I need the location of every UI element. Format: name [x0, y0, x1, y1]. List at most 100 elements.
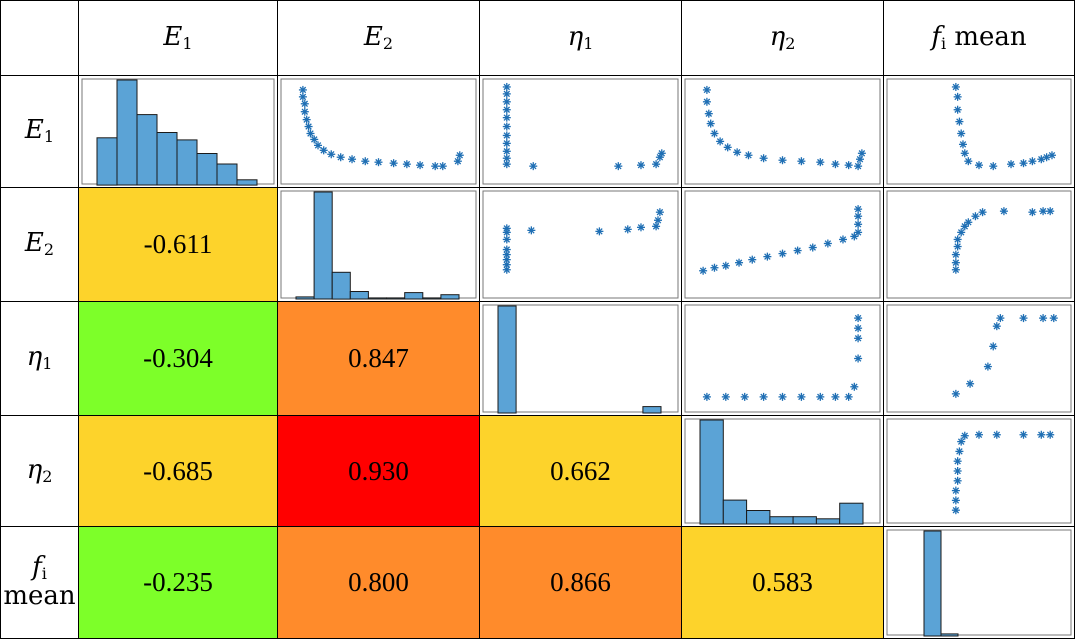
histogram-bar: [722, 499, 748, 525]
histogram-bar: [792, 516, 817, 525]
column-header: fi mean: [884, 0, 1075, 76]
scatter-point: [502, 122, 511, 131]
correlation-cell: -0.611: [79, 188, 278, 302]
scatter-point: [502, 235, 511, 244]
plot-svg: [886, 304, 1072, 413]
scatter-point: [823, 239, 832, 248]
correlation-value: 0.866: [550, 567, 611, 597]
correlation-value: -0.685: [143, 455, 213, 486]
scatter-point: [636, 161, 645, 170]
scatter-point: [957, 437, 966, 446]
scatter-panel: [682, 302, 884, 416]
correlation-value: 0.583: [752, 567, 813, 597]
row-header: E2: [0, 188, 79, 302]
scatter-point: [614, 162, 623, 171]
variable-label: E2: [24, 228, 55, 260]
scatter-point: [778, 249, 787, 258]
histogram-bar: [940, 633, 959, 637]
scatter-point: [759, 154, 768, 163]
scatter-point: [298, 92, 307, 101]
scatter-point: [527, 226, 536, 235]
scatter-point: [951, 506, 960, 515]
scatter-point: [816, 392, 825, 401]
variable-label: E1: [24, 115, 55, 147]
scatter-point: [502, 224, 511, 233]
scatter-point: [502, 154, 511, 163]
scatter-point: [733, 148, 742, 157]
histogram-bar: [313, 191, 333, 300]
column-header: E2: [278, 0, 480, 76]
scatter-point: [951, 389, 960, 398]
scatter-panel: [682, 188, 884, 302]
scatter-point: [808, 243, 817, 252]
scatter-point: [854, 354, 863, 363]
scatter-point: [854, 220, 863, 229]
histogram-bar: [196, 153, 218, 186]
scatter-point: [327, 150, 336, 159]
plot-frame: [886, 304, 1072, 413]
scatter-point: [502, 105, 511, 114]
scatter-point: [951, 265, 960, 274]
correlation-cell: -0.685: [79, 416, 278, 527]
scatter-point: [306, 129, 315, 138]
scatter-point: [955, 447, 964, 456]
scatter-point: [716, 137, 725, 146]
scatter-point: [778, 156, 787, 165]
scatter-point: [854, 314, 863, 323]
scatter-point: [957, 129, 966, 138]
scatter-point: [704, 109, 713, 118]
correlation-cell: 0.583: [682, 527, 884, 639]
histogram-bar: [295, 296, 315, 300]
scatter-point: [740, 392, 749, 401]
scatter-point: [595, 227, 604, 236]
scatter-point: [992, 322, 1001, 331]
histogram-bar: [769, 516, 794, 525]
plot-svg: [280, 190, 477, 300]
plot-frame: [886, 190, 1072, 299]
histogram-bar: [331, 271, 351, 300]
histogram-bar: [699, 419, 724, 525]
histogram-panel: [682, 416, 884, 527]
scatter-point: [710, 263, 719, 272]
histogram-bar: [839, 502, 864, 525]
scatter-point: [319, 146, 328, 155]
scatter-panel: [884, 188, 1075, 302]
scatter-point: [302, 115, 311, 124]
scatter-point: [636, 223, 645, 232]
scatter-point: [844, 392, 853, 401]
histogram-panel: [480, 302, 682, 416]
histogram-bar: [440, 294, 460, 300]
scatter-point: [653, 216, 662, 225]
scatter-point: [702, 85, 711, 94]
histogram-bar: [746, 510, 771, 525]
plot-svg: [684, 190, 881, 299]
scatter-point: [953, 467, 962, 475]
scatter-point: [502, 97, 511, 106]
plot-frame: [684, 190, 881, 299]
scatter-point: [975, 161, 983, 170]
scatter-point: [831, 392, 840, 401]
scatter-point: [748, 255, 757, 264]
plot-frame: [482, 190, 679, 299]
scatter-point: [951, 250, 960, 259]
plot-svg: [684, 304, 881, 413]
scatter-point: [975, 430, 983, 439]
scatter-point: [855, 155, 864, 164]
histogram-bar: [96, 137, 118, 186]
scatter-point: [854, 334, 863, 343]
row-header: η1: [0, 302, 79, 416]
scatter-point: [953, 476, 962, 485]
scatter-point: [416, 161, 425, 170]
plot-frame: [886, 78, 1072, 185]
scatter-point: [502, 113, 511, 122]
scatter-point: [336, 153, 345, 162]
scatter-panel: [682, 76, 884, 188]
column-header: E1: [79, 0, 278, 76]
scatter-point: [778, 392, 787, 401]
plot-svg: [886, 190, 1072, 299]
scatter-point: [951, 82, 960, 91]
variable-label: fi mean: [3, 552, 76, 612]
scatter-point: [955, 117, 964, 126]
scatter-point: [453, 157, 462, 166]
plot-frame: [684, 304, 881, 413]
